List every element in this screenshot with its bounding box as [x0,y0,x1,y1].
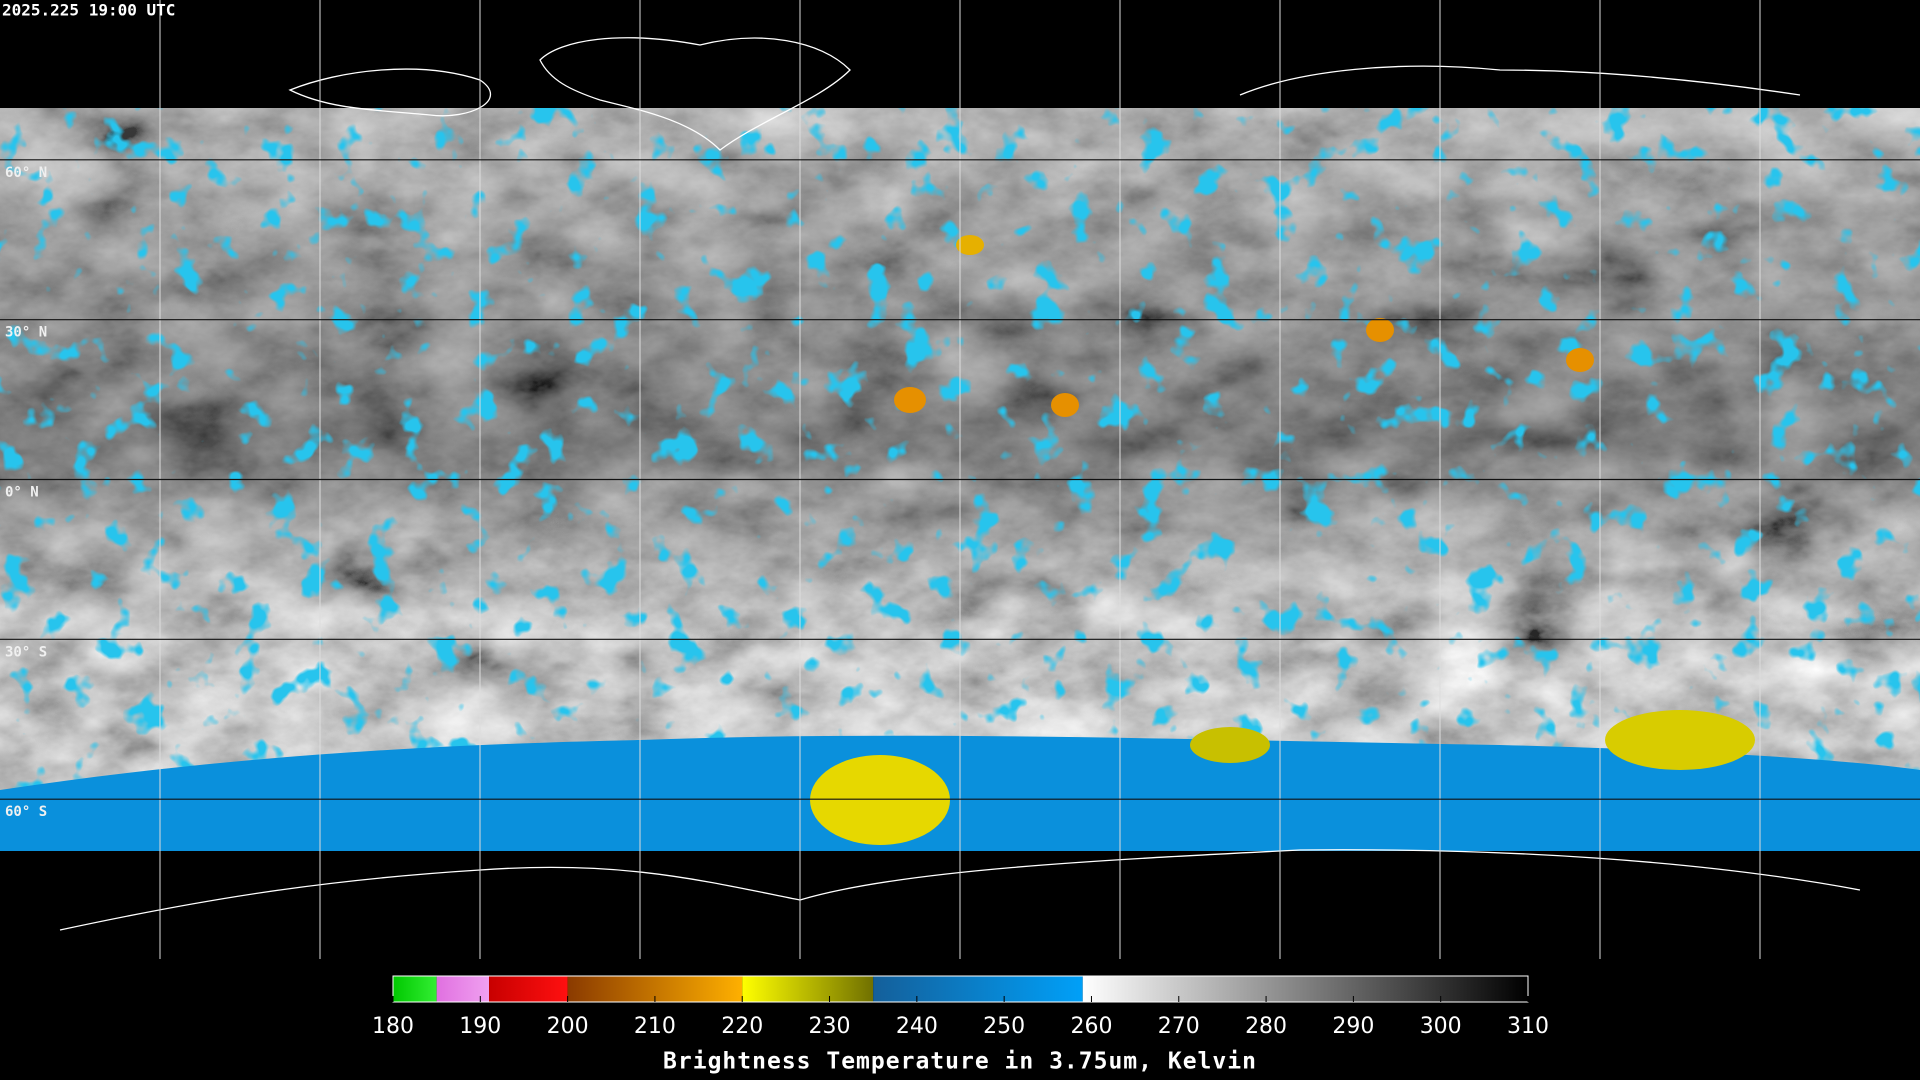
latitude-label: 60° N [5,165,47,181]
coastline [59,849,1861,931]
colorbar-segment [489,976,568,1002]
colorbar-tick-label: 200 [547,1014,589,1039]
colorbar-tick-label: 270 [1158,1014,1200,1039]
latitude-label: 60° S [5,804,47,820]
cold-patch [894,387,926,413]
coastline [539,37,851,151]
colorbar-segment [436,976,490,1002]
latitude-label: 30° N [5,325,47,341]
graticule: 60° N 30° N 0° N 30° S 60° S [0,0,1920,959]
colorbar-tick-label: 280 [1245,1014,1287,1039]
colorbar-tick-label: 180 [372,1014,414,1039]
colorbar-segment [873,976,1083,1002]
colorbar-title: Brightness Temperature in 3.75um, Kelvin [663,1049,1257,1075]
cold-patch [1366,318,1394,342]
colorbar-segment [393,976,437,1002]
colorbar-tick-label: 300 [1420,1014,1462,1039]
cold-patch [810,755,950,845]
latitude-label: 30° S [5,644,47,660]
colorbar-tick-label: 210 [634,1014,676,1039]
colorbar-tick-label: 290 [1332,1014,1374,1039]
colorbar-tick-label: 240 [896,1014,938,1039]
colorbar-tick-label: 190 [459,1014,501,1039]
cold-patch [956,235,984,255]
southern-ocean-clouds [0,822,310,851]
timestamp: 2025.225 19:00 UTC [2,1,175,20]
coastline [288,68,492,117]
colorbar-tick-label: 260 [1070,1014,1112,1039]
colorbar-tick-label: 220 [721,1014,763,1039]
colorbar-segment [1082,976,1528,1002]
coastlines [59,37,1861,931]
colorbar-tick-label: 310 [1507,1014,1549,1039]
colorbar-tick-label: 250 [983,1014,1025,1039]
colorbar: 180 190 200 210 220 230 240 250 260 270 280 290 300 3… [372,975,1549,1039]
latitude-label: 0° N [5,485,39,501]
colorbar-frame [392,975,1529,1003]
cold-patch [1190,727,1270,763]
colorbar-segment [742,976,874,1002]
cold-patch [1605,710,1755,770]
colorbar-tick-label: 230 [809,1014,851,1039]
coastline [1239,65,1801,96]
cold-patch [1051,393,1079,417]
cold-patch [1566,348,1594,372]
